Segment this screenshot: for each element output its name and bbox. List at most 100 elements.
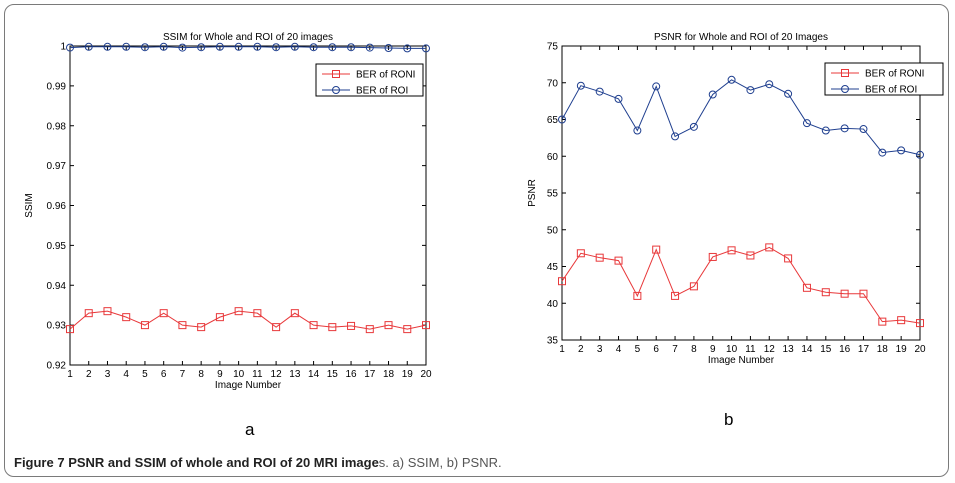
psnr-point-roni — [708, 252, 717, 261]
psnr-ytick-label: 55 — [547, 189, 559, 200]
psnr-xtick-label: 19 — [896, 344, 908, 355]
ssim-point-roni — [159, 309, 168, 318]
ssim-point-roni — [66, 325, 74, 334]
psnr-point-roni — [727, 246, 736, 255]
ssim-xtick-label: 9 — [217, 369, 223, 380]
psnr-point-roi — [802, 119, 811, 128]
ssim-ytick-label: 1 — [60, 42, 66, 53]
ssim-title: SSIM for Whole and ROI of 20 images — [163, 32, 333, 43]
psnr-point-roi — [916, 150, 924, 159]
psnr-point-roni — [878, 317, 887, 326]
ssim-point-roni — [272, 323, 281, 332]
ssim-xtick-label: 20 — [420, 369, 432, 380]
psnr-point-roni — [576, 249, 585, 258]
ssim-point-roi — [272, 43, 281, 52]
ssim-point-roni — [422, 321, 430, 330]
psnr-point-roi — [558, 115, 566, 124]
psnr-point-roi — [576, 81, 585, 90]
ssim-xtick-label: 11 — [252, 369, 263, 380]
ssim-point-roni — [103, 307, 112, 316]
ssim-xtick-label: 1 — [67, 369, 73, 380]
ssim-point-roi — [178, 43, 187, 52]
ssim-xtick-label: 15 — [327, 369, 339, 380]
ssim-point-roi — [122, 42, 131, 51]
psnr-xtick-label: 10 — [726, 344, 738, 355]
psnr-point-roi — [652, 82, 661, 91]
psnr-point-roi — [671, 132, 680, 141]
psnr-point-roni — [746, 251, 755, 260]
psnr-xtick-label: 16 — [839, 344, 851, 355]
psnr-point-roi — [878, 148, 887, 157]
ssim-ylabel: SSIM — [24, 193, 35, 217]
ssim-point-roni — [253, 309, 262, 318]
ssim-xtick-label: 19 — [402, 369, 414, 380]
psnr-point-roi — [595, 87, 604, 96]
psnr-ytick-label: 40 — [547, 299, 559, 310]
ssim-xtick-label: 5 — [142, 369, 148, 380]
caption-title: PSNR and SSIM of whole and ROI of 20 MRI… — [68, 455, 379, 470]
psnr-legend-swatch-marker — [841, 69, 849, 77]
psnr-point-roi — [784, 89, 793, 98]
ssim-ytick-label: 0.99 — [47, 81, 67, 92]
ssim-point-roni — [84, 309, 93, 318]
ssim-point-roi — [365, 43, 374, 52]
ssim-point-roi — [328, 43, 337, 52]
psnr-point-roni — [652, 245, 661, 254]
psnr-xtick-label: 14 — [801, 344, 813, 355]
ssim-xtick-label: 18 — [383, 369, 395, 380]
ssim-point-roi — [422, 44, 430, 53]
ssim-ytick-label: 0.97 — [47, 161, 67, 172]
psnr-xtick-label: 18 — [877, 344, 889, 355]
psnr-xtick-label: 17 — [858, 344, 870, 355]
ssim-point-roi — [140, 43, 149, 52]
psnr-xtick-label: 12 — [764, 344, 776, 355]
ssim-point-roni — [234, 307, 243, 316]
psnr-ytick-label: 50 — [547, 225, 559, 236]
ssim-point-roni — [140, 321, 149, 330]
ssim-point-roi — [347, 43, 356, 52]
ssim-point-roi — [234, 42, 243, 51]
psnr-ytick-label: 45 — [547, 262, 559, 273]
psnr-point-roi — [840, 124, 849, 133]
psnr-xtick-label: 7 — [672, 344, 678, 355]
ssim-point-roi — [215, 42, 224, 51]
ssim-ytick-label: 0.96 — [47, 201, 67, 212]
psnr-xtick-label: 15 — [820, 344, 832, 355]
psnr-ytick-label: 60 — [547, 152, 559, 163]
ssim-xtick-label: 17 — [364, 369, 376, 380]
ssim-point-roni — [403, 325, 412, 334]
psnr-point-roni — [595, 253, 604, 262]
ssim-point-roi — [197, 43, 206, 52]
psnr-point-roi — [708, 90, 717, 99]
psnr-xtick-label: 8 — [691, 344, 697, 355]
ssim-ytick-label: 0.93 — [47, 321, 67, 332]
psnr-xtick-label: 6 — [653, 344, 659, 355]
psnr-ytick-label: 70 — [547, 78, 559, 89]
ssim-point-roi — [84, 42, 93, 51]
panel-letter-b: b — [724, 410, 734, 429]
ssim-point-roi — [103, 42, 112, 51]
ssim-point-roi — [384, 43, 393, 52]
psnr-xlabel: Image Number — [708, 355, 775, 366]
ssim-point-roni — [309, 321, 318, 330]
ssim-ytick-label: 0.95 — [47, 241, 67, 252]
psnr-point-roi — [633, 126, 642, 135]
psnr-xtick-label: 5 — [635, 344, 641, 355]
psnr-point-roi — [614, 94, 623, 103]
psnr-point-roni — [784, 254, 793, 263]
psnr-point-roni — [840, 289, 849, 298]
ssim-legend-label: BER of RONI — [356, 70, 415, 81]
psnr-ytick-label: 75 — [547, 42, 559, 53]
psnr-title: PSNR for Whole and ROI of 20 Images — [654, 32, 828, 43]
ssim-ytick-label: 0.98 — [47, 121, 67, 132]
ssim-point-roni — [215, 313, 224, 322]
ssim-ytick-label: 0.92 — [47, 361, 67, 372]
psnr-xtick-label: 1 — [559, 344, 565, 355]
psnr-point-roni — [614, 256, 623, 265]
psnr-ytick-label: 65 — [547, 115, 559, 126]
psnr-legend — [824, 62, 944, 96]
psnr-point-roni — [821, 288, 830, 297]
ssim-legend-label: BER of ROI — [356, 86, 408, 97]
ssim-point-roni — [384, 321, 393, 330]
